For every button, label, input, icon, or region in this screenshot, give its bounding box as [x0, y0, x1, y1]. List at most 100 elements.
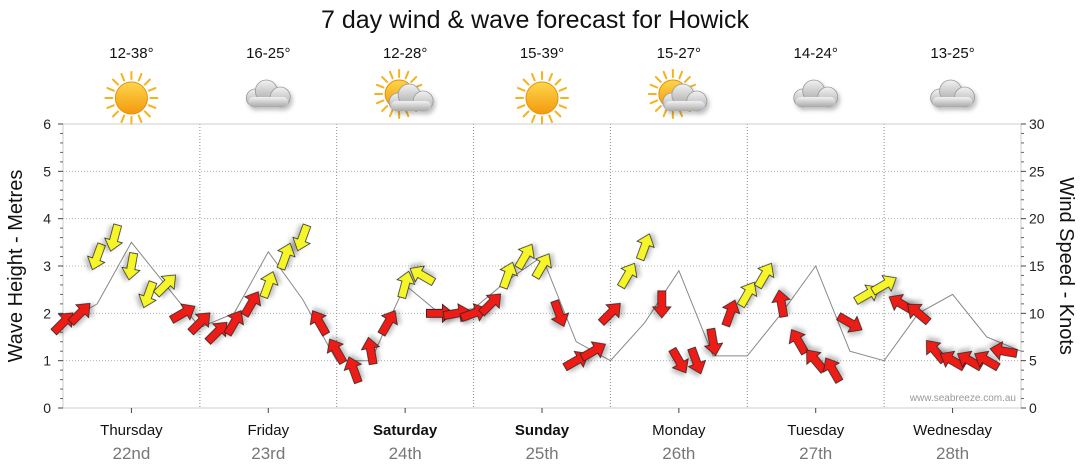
temperature-range: 13-25° [930, 45, 974, 62]
y-left-tick-label: 3 [43, 258, 51, 274]
temperature-range: 14-24° [794, 45, 838, 62]
wind-arrow [635, 233, 655, 262]
wind-arrow [668, 346, 689, 374]
cloud-shape [930, 79, 975, 108]
sun-icon [104, 71, 159, 125]
wind-arrow [703, 327, 724, 357]
wind-arrow [597, 302, 621, 326]
wind-arrow [974, 350, 1001, 372]
wind-arrow [721, 299, 741, 328]
wind-arrow [396, 270, 416, 299]
cloud-shape [662, 83, 708, 112]
wind-arrow [771, 289, 791, 318]
wind-arrow [836, 312, 863, 333]
sun-shape [515, 71, 569, 125]
day-axis: Thursday 22nd Friday 23rd Saturday 24th Sunday… [100, 408, 993, 463]
cloud-shape [245, 79, 291, 108]
wind-arrows [50, 223, 1018, 385]
day-date-label: 22nd [113, 444, 151, 463]
chart-title: 7 day wind & wave forecast for Howick [321, 6, 749, 34]
wind-arrow [478, 293, 502, 317]
y-left-tick-label: 5 [43, 163, 51, 179]
day-name-label: Wednesday [913, 422, 992, 439]
wind-arrow [104, 223, 124, 252]
day-name-label: Sunday [515, 422, 570, 439]
y-left-tick-label: 0 [43, 400, 51, 416]
temperature-range: 15-27° [657, 45, 701, 62]
wave-height-axis: 0 1 2 3 4 5 6 [43, 116, 63, 416]
wind-arrow [153, 274, 176, 298]
wind-arrow [187, 312, 211, 336]
wind-arrow [223, 310, 244, 337]
wind-arrow [870, 275, 897, 296]
y-left-tick-label: 6 [43, 116, 51, 132]
wind-arrow [309, 310, 331, 337]
sun-icon [515, 71, 569, 125]
wind-arrow [409, 265, 437, 287]
wind-arrow [907, 303, 932, 326]
wind-arrow [616, 262, 638, 290]
grid-lines [63, 124, 1021, 408]
sun-behind-cloud-icon [374, 69, 434, 119]
temperature-range: 16-25° [246, 45, 290, 62]
wind-arrow [736, 281, 758, 309]
y-right-tick-label: 20 [1029, 211, 1045, 227]
day-date-label: 25th [525, 444, 558, 463]
temperature-range: 12-38° [109, 45, 153, 62]
wind-arrow [499, 261, 518, 290]
cloud-shape [388, 83, 434, 112]
day-name-label: Monday [652, 422, 706, 439]
cloud-icon [793, 79, 839, 108]
y-right-tick-label: 10 [1029, 305, 1045, 321]
wind-arrow [377, 310, 398, 337]
wind-arrow [788, 329, 810, 356]
wind-arrow [343, 356, 363, 385]
y-right-tick-label: 0 [1029, 400, 1037, 416]
y-left-tick-label: 1 [43, 353, 51, 369]
wind-arrow [550, 299, 570, 328]
wind-arrow [259, 271, 279, 299]
y-left-tick-label: 2 [43, 305, 51, 321]
wind-arrow [822, 357, 844, 384]
cloud-shape [793, 79, 839, 108]
y-left-tick-label: 4 [43, 211, 51, 227]
temperature-range: 15-39° [520, 45, 564, 62]
cloud-icon [930, 79, 975, 108]
y-axis-left-title: Wave Height - Metres [5, 170, 27, 363]
day-name-label: Thursday [100, 422, 163, 439]
y-axis-right-title: Wind Speed - Knots [1055, 177, 1077, 355]
sun-behind-cloud-icon [647, 69, 708, 119]
credit-text: www.seabreeze.com.au [909, 393, 1016, 404]
wind-arrow [753, 262, 775, 290]
wind-arrow [138, 280, 158, 309]
wind-arrow [87, 242, 106, 271]
day-name-label: Saturday [373, 422, 438, 439]
day-date-label: 24th [389, 444, 422, 463]
wind-arrow [121, 252, 141, 281]
sun-shape [104, 71, 159, 125]
y-right-tick-label: 15 [1029, 258, 1045, 274]
wind-arrow [326, 338, 348, 366]
y-right-tick-label: 25 [1029, 163, 1045, 179]
wind-arrow [989, 341, 1018, 361]
wind-arrow [276, 242, 296, 271]
day-date-label: 27th [799, 444, 832, 463]
wind-arrow [579, 341, 606, 362]
y-right-tick-label: 30 [1029, 116, 1045, 132]
wind-arrow [360, 336, 381, 366]
temperature-range: 12-28° [383, 45, 427, 62]
day-name-label: Tuesday [787, 422, 844, 439]
wind-arrow [687, 346, 707, 375]
wind-speed-axis: 0 5 10 15 20 25 30 [1021, 116, 1045, 416]
wind-arrow [514, 243, 535, 271]
wind-arrow [531, 253, 552, 280]
wind-arrow [67, 302, 91, 326]
wind-arrow [240, 291, 262, 318]
wind-arrow [168, 303, 196, 324]
y-right-tick-label: 5 [1029, 353, 1037, 369]
day-date-label: 26th [662, 444, 695, 463]
day-date-label: 28th [936, 444, 969, 463]
cloud-icon [245, 79, 291, 108]
day-date-label: 23rd [251, 444, 285, 463]
